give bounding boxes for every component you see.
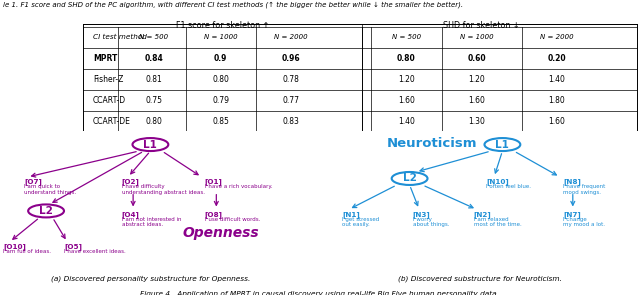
Text: Fisher-Z: Fisher-Z (93, 75, 123, 84)
Text: I often feel blue.: I often feel blue. (486, 184, 531, 189)
Text: 1.60: 1.60 (548, 117, 565, 126)
Text: 0.60: 0.60 (467, 54, 486, 63)
Text: 0.75: 0.75 (145, 96, 162, 105)
Text: I have difficulty
understanding abstract ideas.: I have difficulty understanding abstract… (122, 184, 205, 195)
Text: 1.20: 1.20 (468, 75, 485, 84)
Ellipse shape (392, 172, 428, 185)
Text: N = 500: N = 500 (392, 35, 421, 40)
Text: 0.81: 0.81 (145, 75, 162, 84)
Text: L1: L1 (143, 140, 157, 150)
Text: 0.80: 0.80 (145, 117, 162, 126)
Text: I use difficult words.: I use difficult words. (205, 217, 260, 222)
Text: (a) Discovered personality substructure for Openness.: (a) Discovered personality substructure … (51, 275, 250, 281)
Text: 1.30: 1.30 (468, 117, 485, 126)
Text: [N10]: [N10] (486, 178, 509, 186)
Text: [O2]: [O2] (122, 178, 140, 186)
Text: [N7]: [N7] (563, 211, 581, 218)
Text: [N2]: [N2] (474, 211, 492, 218)
Text: I get stressed
out easily.: I get stressed out easily. (342, 217, 380, 227)
Ellipse shape (484, 138, 520, 151)
Text: MPRT: MPRT (93, 54, 117, 63)
Ellipse shape (28, 204, 64, 217)
Text: I am relaxed
most of the time.: I am relaxed most of the time. (474, 217, 522, 227)
Text: L2: L2 (403, 173, 417, 183)
Text: N = 2000: N = 2000 (540, 35, 573, 40)
Text: 0.79: 0.79 (212, 96, 229, 105)
Text: I worry
about things.: I worry about things. (413, 217, 449, 227)
Text: I have frequent
mood swings.: I have frequent mood swings. (563, 184, 605, 195)
Text: I am full of ideas.: I am full of ideas. (3, 249, 51, 254)
Text: 1.40: 1.40 (398, 117, 415, 126)
Text: L2: L2 (39, 206, 53, 216)
Text: 1.40: 1.40 (548, 75, 565, 84)
Text: I am quick to
understand things.: I am quick to understand things. (24, 184, 76, 195)
Text: N = 500: N = 500 (139, 35, 168, 40)
Text: N = 1000: N = 1000 (204, 35, 237, 40)
Text: 0.85: 0.85 (212, 117, 229, 126)
Text: 0.20: 0.20 (547, 54, 566, 63)
Text: Neuroticism: Neuroticism (387, 137, 477, 150)
Text: [N1]: [N1] (342, 211, 360, 218)
Text: CCART-D: CCART-D (93, 96, 126, 105)
Text: I am not interested in
abstract ideas.: I am not interested in abstract ideas. (122, 217, 181, 227)
Text: [O7]: [O7] (24, 178, 42, 186)
Text: 0.80: 0.80 (212, 75, 229, 84)
Text: [O1]: [O1] (205, 178, 223, 186)
Text: [O4]: [O4] (122, 211, 140, 218)
Text: L1: L1 (495, 140, 509, 150)
Text: F1 score for skeleton ↑: F1 score for skeleton ↑ (176, 21, 269, 30)
Text: [O10]: [O10] (3, 243, 26, 250)
Text: I have excellent ideas.: I have excellent ideas. (64, 249, 125, 254)
Text: Openness: Openness (182, 226, 259, 240)
Text: SHD for skeleton ↓: SHD for skeleton ↓ (444, 21, 520, 30)
Text: 1.60: 1.60 (398, 96, 415, 105)
Text: I change
my mood a lot.: I change my mood a lot. (563, 217, 605, 227)
Text: [O8]: [O8] (205, 211, 223, 218)
Text: 0.78: 0.78 (283, 75, 300, 84)
Text: [O5]: [O5] (64, 243, 82, 250)
Text: Figure 4.  Application of MPRT in causal discovery using real-life Big Five huma: Figure 4. Application of MPRT in causal … (141, 291, 499, 295)
Text: 0.83: 0.83 (283, 117, 300, 126)
Text: 1.60: 1.60 (468, 96, 485, 105)
Text: 1.20: 1.20 (398, 75, 415, 84)
Text: I have a rich vocabulary.: I have a rich vocabulary. (205, 184, 273, 189)
Text: 0.96: 0.96 (282, 54, 301, 63)
Text: 0.9: 0.9 (214, 54, 227, 63)
Text: CCART-DE: CCART-DE (93, 117, 131, 126)
Text: [N3]: [N3] (413, 211, 431, 218)
Text: [N8]: [N8] (563, 178, 581, 186)
Text: 0.80: 0.80 (397, 54, 416, 63)
Text: N = 2000: N = 2000 (275, 35, 308, 40)
Text: N = 1000: N = 1000 (460, 35, 493, 40)
Ellipse shape (132, 138, 168, 151)
Text: 0.84: 0.84 (144, 54, 163, 63)
Text: (b) Discovered substructure for Neuroticism.: (b) Discovered substructure for Neurotic… (398, 275, 562, 281)
Text: le 1. F1 score and SHD of the PC algorithm, with different CI test methods (↑ th: le 1. F1 score and SHD of the PC algorit… (3, 1, 463, 8)
Text: CI test method: CI test method (93, 35, 147, 40)
Text: 0.77: 0.77 (283, 96, 300, 105)
Text: 1.80: 1.80 (548, 96, 565, 105)
